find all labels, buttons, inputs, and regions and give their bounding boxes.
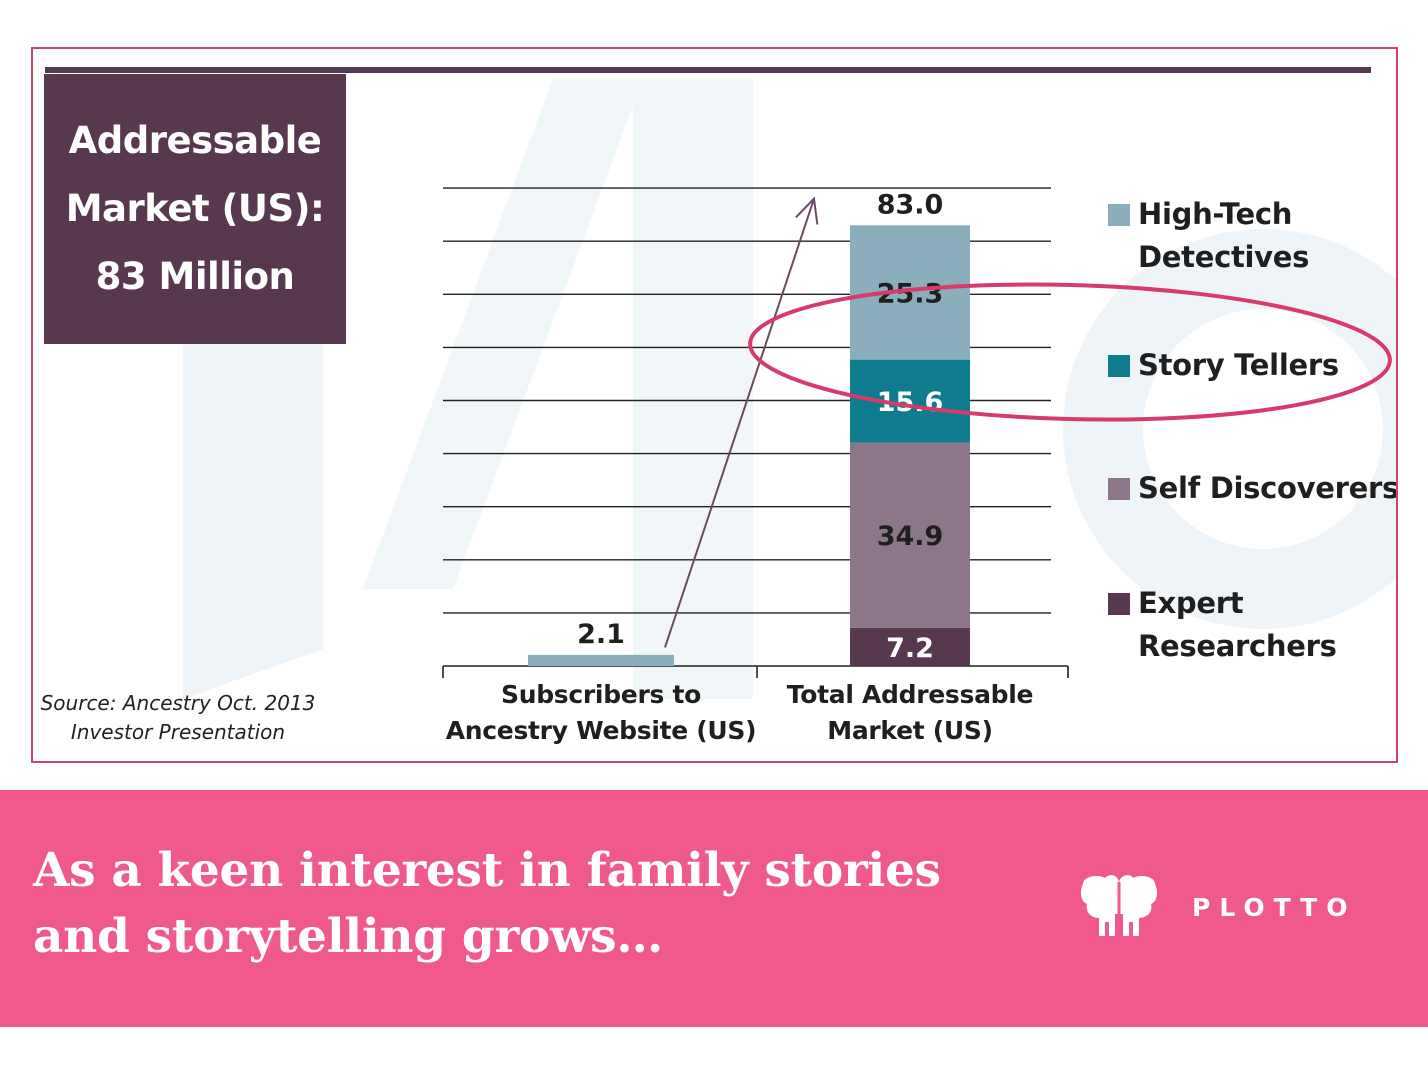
source-line-2: Investor Presentation xyxy=(70,720,286,744)
source-line-1: Source: Ancestry Oct. 2013 xyxy=(40,691,316,715)
elephant-logo-icon xyxy=(1080,875,1158,936)
chart-legend: High-Tech Detectives Story Tellers Self … xyxy=(1108,49,1398,761)
bar-subscribers xyxy=(528,654,674,666)
legend-item-expert-researchers: Expert Researchers xyxy=(1108,582,1337,668)
headline-line-3: 83 Million xyxy=(95,255,295,298)
top-rule xyxy=(45,67,1371,73)
x-axis-label-total-market: Total Addressable Market (US) xyxy=(786,680,1034,745)
chart-slide: Addressable Market (US): 83 Million 2.1 7… xyxy=(31,47,1398,763)
legend-item-story-tellers: Story Tellers xyxy=(1108,344,1339,387)
legend-label-expert-researchers: Expert Researchers xyxy=(1138,586,1337,663)
legend-label-high-tech: High-Tech Detectives xyxy=(1138,197,1310,274)
legend-item-high-tech: High-Tech Detectives xyxy=(1108,193,1309,279)
legend-item-self-discoverers: Self Discoverers xyxy=(1108,467,1398,510)
data-label-subscribers: 2.1 xyxy=(577,619,625,650)
legend-swatch-expert-researchers xyxy=(1108,593,1130,615)
total-label: 83.0 xyxy=(877,189,944,220)
legend-swatch-high-tech xyxy=(1108,204,1130,226)
headline-line-1: Addressable xyxy=(68,119,322,162)
bar-expert-researchers xyxy=(850,627,970,666)
data-label-high-tech-detectives: 25.3 xyxy=(877,278,944,309)
growth-arrow-shaft xyxy=(664,198,815,648)
data-label-story-tellers: 15.6 xyxy=(877,387,944,418)
headline-line-2: Market (US): xyxy=(65,187,325,230)
legend-label-self-discoverers: Self Discoverers xyxy=(1138,471,1398,505)
headline-box: Addressable Market (US): 83 Million xyxy=(44,74,346,344)
legend-label-story-tellers: Story Tellers xyxy=(1138,348,1339,382)
source-note: Source: Ancestry Oct. 2013 Investor Pres… xyxy=(33,689,323,747)
data-label-expert-researchers: 7.2 xyxy=(886,633,934,664)
data-label-self-discoverers: 34.9 xyxy=(877,521,944,552)
banner-caption: As a keen interest in family stories and… xyxy=(33,843,941,964)
brand-name: PLOTTO xyxy=(1192,893,1357,922)
bar-self-discoverers xyxy=(850,442,970,628)
legend-swatch-story-tellers xyxy=(1108,355,1130,377)
growth-arrow-head xyxy=(795,196,819,225)
legend-swatch-self-discoverers xyxy=(1108,478,1130,500)
x-axis-label-subscribers: Subscribers to Ancestry Website (US) xyxy=(445,680,757,745)
caption-banner: As a keen interest in family stories and… xyxy=(0,790,1428,1027)
